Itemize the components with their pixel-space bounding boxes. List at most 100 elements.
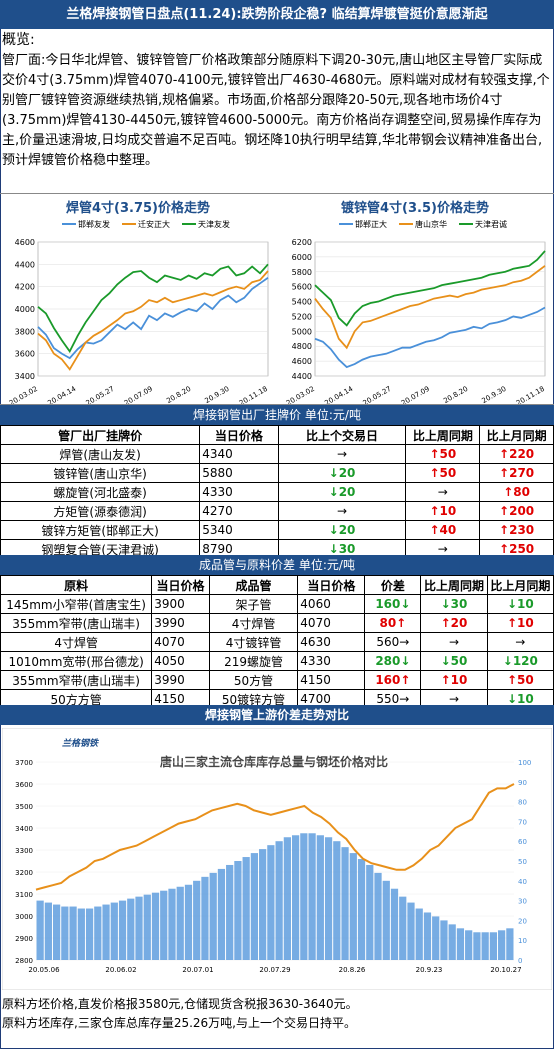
change-week: ↑50 [405, 463, 481, 483]
legend-label: 邯郸友发 [78, 219, 110, 229]
table-row: 镀锌方矩管(邯郸正大) 5340 ↓20 ↑40 ↑230 [0, 520, 554, 540]
x-tick-label: 20.05.27 [85, 385, 116, 404]
spread-value: 560→ [364, 632, 422, 652]
y-right-tick-label: 10 [518, 937, 527, 945]
table-row: 镀锌管(唐山京华) 5880 ↓20 ↑50 ↑270 [0, 463, 554, 483]
x-tick-label: 20.11.18 [238, 385, 269, 404]
change-month: ↑200 [479, 501, 554, 521]
inventory-bar [423, 912, 432, 960]
raw-price: 3990 [151, 670, 210, 690]
pipe-name: 镀锌管(唐山京华) [0, 463, 201, 483]
y-tick-label: 4000 [15, 305, 35, 314]
table-header-row: 原料 当日价格 成品管 当日价格 价差 比上周同期 比上月同期 [0, 575, 554, 595]
table-row: 方矩管(源泰德润) 4270 → ↑10 ↑200 [0, 501, 554, 521]
x-tick-label: 20.04.14 [323, 385, 354, 404]
price-today: 8790 [199, 539, 279, 559]
y-tick-label: 6200 [292, 238, 312, 247]
pipe-name: 方矩管(源泰德润) [0, 501, 201, 521]
plot-area [314, 241, 546, 377]
legend-label: 天津君诚 [475, 219, 507, 229]
y-tick-label: 6000 [292, 253, 312, 262]
pipe-name: 镀锌方矩管(邯郸正大) [0, 520, 201, 540]
inventory-bar [489, 932, 498, 960]
legend-label: 迁安正大 [138, 219, 170, 229]
y-tick-label: 4400 [292, 372, 312, 381]
inventory-bar [498, 930, 506, 960]
x-tick-label: 20.8.20 [442, 385, 469, 404]
product-pipe: 架子管 [208, 594, 299, 614]
y-left-tick-label: 3200 [15, 869, 33, 877]
y-right-tick-label: 50 [518, 858, 527, 866]
change-month: ↑270 [479, 463, 554, 483]
product-price: 4150 [297, 670, 366, 690]
change-month: ↓120 [486, 651, 554, 671]
inventory-bar [36, 900, 44, 960]
raw-material: 1010mm宽带(邢台德龙) [0, 651, 153, 671]
chart-title: 唐山三家主流仓库库存总量与钢坯价格对比 [160, 754, 388, 769]
legend-label: 唐山京华 [415, 219, 447, 229]
raw-price: 4070 [151, 632, 210, 652]
inventory-bar [250, 853, 259, 960]
footer-line-2: 原料方坯库存,三家仓库总库存量25.26万吨,与上一个交易日持平。 [2, 1016, 356, 1030]
inventory-bar [77, 908, 85, 960]
y-right-tick-label: 70 [518, 818, 527, 826]
inventory-bar [357, 859, 366, 960]
inventory-bar [160, 890, 168, 960]
inventory-bar [85, 908, 94, 960]
x-tick-label: 20.9.30 [481, 385, 508, 404]
price-today: 5340 [199, 520, 279, 540]
x-tick-label: 20.07.09 [400, 385, 431, 404]
inventory-bar [456, 928, 465, 960]
billet-price-line [35, 783, 515, 891]
overview: 概览: 管厂面:今日华北焊管、镀锌管管厂价格政策部分随原料下调20-30元,唐山… [2, 30, 552, 171]
y-right-tick-label: 80 [518, 799, 527, 807]
change-week: ↓50 [420, 651, 488, 671]
y-tick-label: 3400 [15, 372, 35, 381]
change-month: ↑230 [479, 520, 554, 540]
y-right-tick-label: 40 [518, 878, 527, 886]
raw-price: 3900 [151, 594, 210, 614]
spread-section-title: 成品管与原料价差 单位:元/吨 [0, 555, 554, 575]
column-header: 比上月同期 [486, 575, 554, 595]
inventory-bar [234, 861, 242, 960]
change-week: ↑20 [420, 613, 488, 633]
series-line [314, 306, 546, 369]
inventory-bar [267, 845, 275, 960]
change-day: ↓20 [277, 463, 407, 483]
list-price-table: 管厂出厂挂牌价 当日价格 比上个交易日 比上周同期 比上月同期 焊管(唐山友发) 4340 →… [0, 425, 554, 559]
y-tick-label: 4800 [292, 342, 312, 351]
inventory-bar [102, 904, 110, 960]
pipe-name: 螺旋管(河北盛泰) [0, 482, 201, 502]
inventory-bar [440, 920, 448, 960]
legend-label: 邯郸正大 [355, 219, 387, 229]
inventory-bar [481, 932, 489, 960]
product-pipe: 219螺旋管 [208, 651, 299, 671]
inventory-bar [226, 864, 234, 960]
change-month: ↓10 [486, 594, 554, 614]
inventory-bar [308, 833, 316, 960]
inventory-bar [506, 928, 514, 960]
spread-table: 原料 当日价格 成品管 当日价格 价差 比上周同期 比上月同期 145mm小窄带(首唐宝生) 3… [0, 575, 554, 709]
y-tick-label: 3800 [15, 327, 35, 336]
table-row: 螺旋管(河北盛泰) 4330 ↓20 → ↑80 [0, 482, 554, 502]
raw-material: 50方方管 [0, 689, 153, 709]
product-price: 4630 [297, 632, 366, 652]
footer-line-1: 原料方坯价格,直发价格报3580元,仓储现货含税报3630-3640元。 [2, 997, 358, 1011]
inventory-bar [127, 898, 135, 960]
table-row: 355mm窄带(唐山瑞丰) 3990 4寸焊管 4070 80↑ ↑20 ↑10 [0, 613, 554, 633]
table-row: 1010mm宽带(邢台德龙) 4050 219螺旋管 4330 280↓ ↓50 ↓120 [0, 651, 554, 671]
series-line [37, 270, 269, 371]
x-tick-label: 20.8.26 [339, 966, 366, 974]
price-today: 4270 [199, 501, 279, 521]
x-tick-label: 20.07.09 [123, 385, 154, 404]
change-week: ↑50 [405, 444, 481, 464]
change-day: ↓20 [277, 520, 407, 540]
x-tick-label: 20.06.02 [105, 966, 136, 974]
spread-value: 80↑ [364, 613, 422, 633]
y-right-tick-label: 30 [518, 898, 527, 906]
inventory-bar [374, 872, 382, 960]
change-month: ↑10 [486, 613, 554, 633]
